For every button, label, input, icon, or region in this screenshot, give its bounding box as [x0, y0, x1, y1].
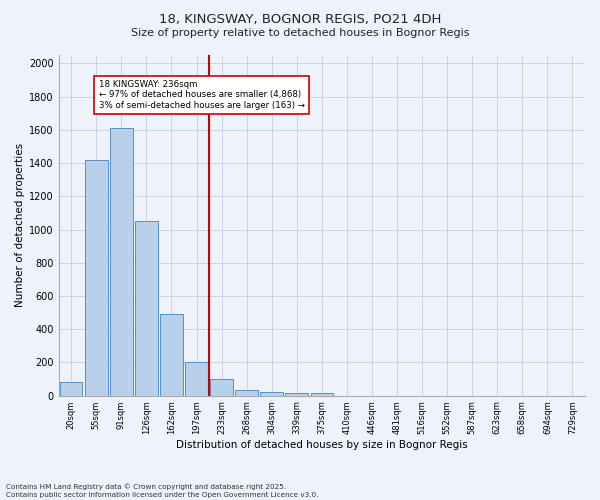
Bar — [185, 362, 208, 396]
Bar — [160, 314, 183, 396]
Bar — [135, 221, 158, 396]
Text: Contains HM Land Registry data © Crown copyright and database right 2025.
Contai: Contains HM Land Registry data © Crown c… — [6, 484, 319, 498]
Text: 18, KINGSWAY, BOGNOR REGIS, PO21 4DH: 18, KINGSWAY, BOGNOR REGIS, PO21 4DH — [159, 12, 441, 26]
Bar — [110, 128, 133, 396]
Text: 18 KINGSWAY: 236sqm
← 97% of detached houses are smaller (4,868)
3% of semi-deta: 18 KINGSWAY: 236sqm ← 97% of detached ho… — [99, 80, 305, 110]
X-axis label: Distribution of detached houses by size in Bognor Regis: Distribution of detached houses by size … — [176, 440, 468, 450]
Bar — [60, 382, 82, 396]
Y-axis label: Number of detached properties: Number of detached properties — [15, 144, 25, 308]
Text: Size of property relative to detached houses in Bognor Regis: Size of property relative to detached ho… — [131, 28, 469, 38]
Bar — [286, 392, 308, 396]
Bar — [85, 160, 107, 396]
Bar — [235, 390, 258, 396]
Bar — [260, 392, 283, 396]
Bar — [210, 379, 233, 396]
Bar — [311, 392, 333, 396]
